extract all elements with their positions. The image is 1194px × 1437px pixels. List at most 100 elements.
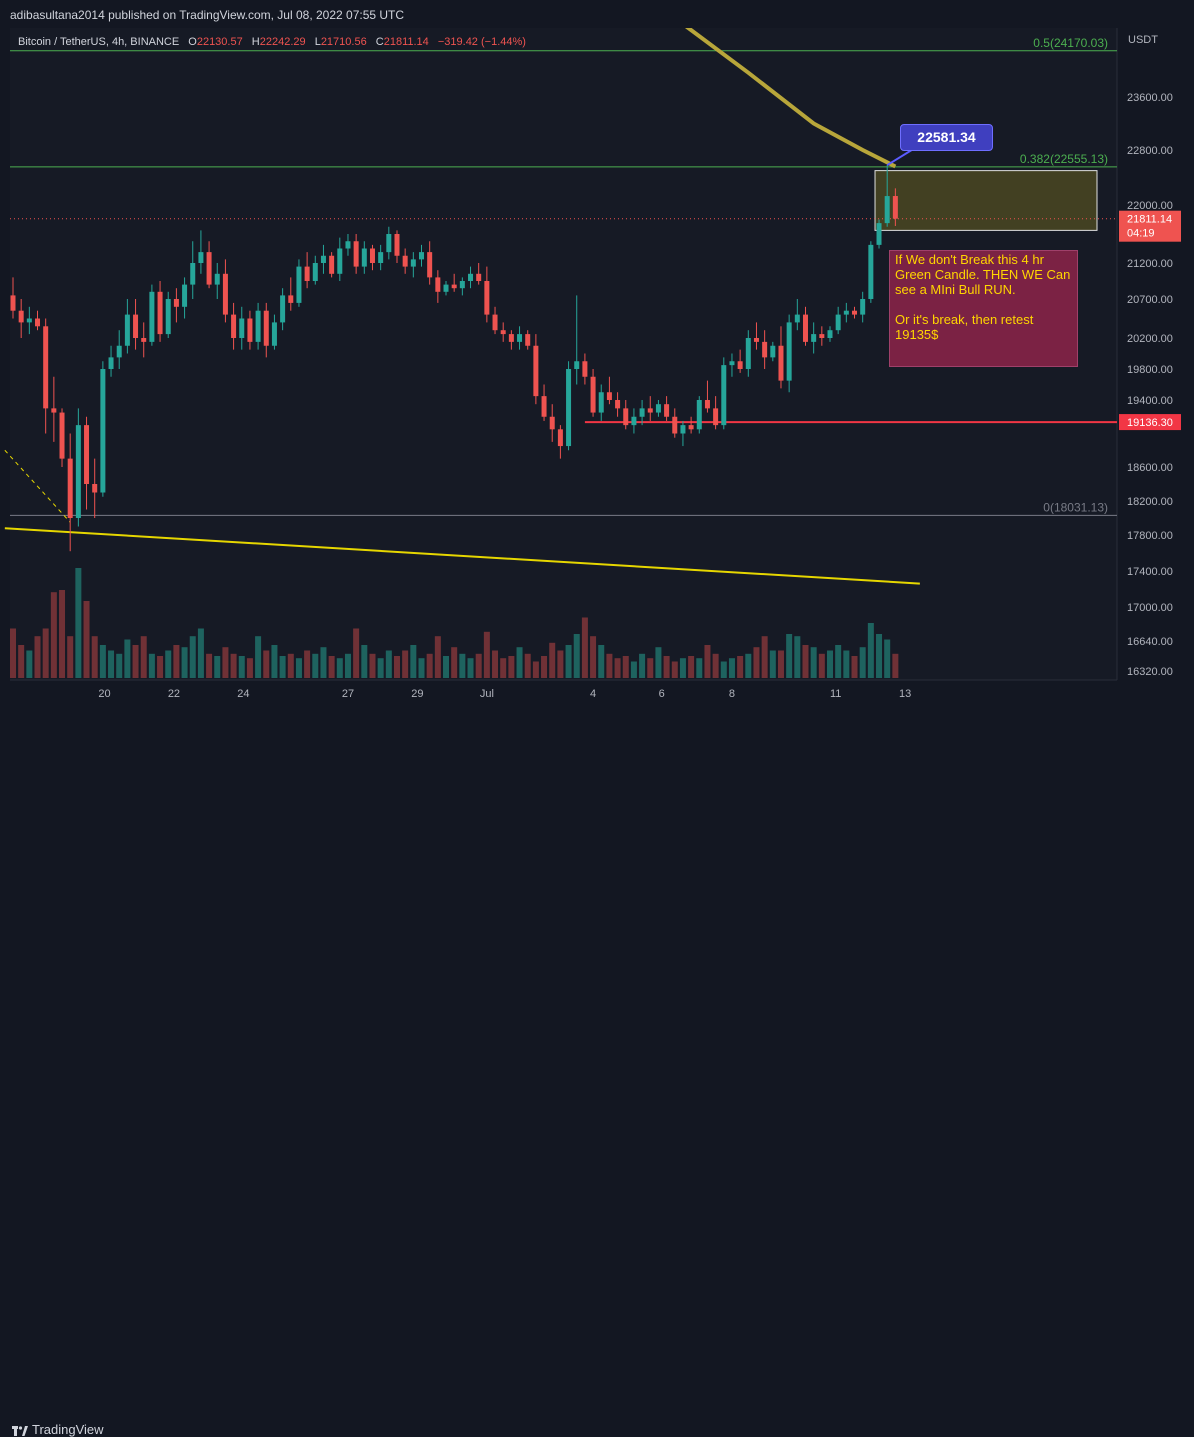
y-tick-label: 16320.00 [1127, 666, 1173, 678]
volume-bar [598, 645, 605, 678]
last-price-tag-text: 21811.14 [1127, 214, 1172, 226]
volume-bar [786, 634, 793, 678]
volume-bar [369, 653, 376, 678]
volume-bar [230, 653, 237, 678]
volume-bar [197, 628, 204, 678]
volume-bar [810, 647, 817, 678]
volume-bar [614, 658, 621, 678]
legend-open-label: O [188, 36, 197, 48]
candle-body [165, 299, 171, 335]
volume-bar [720, 661, 727, 678]
candle-body [696, 400, 702, 430]
candle-body [574, 361, 580, 369]
volume-bar [165, 650, 172, 678]
candle-body [443, 284, 449, 292]
candle-body [533, 345, 539, 397]
legend-symbol: Bitcoin / TetherUS, 4h, BINANCE [18, 36, 180, 48]
volume-bar [500, 658, 507, 678]
candle-body [222, 273, 228, 315]
candle-body [427, 252, 433, 278]
analysis-note[interactable]: If We don't Break this 4 hr Green Candle… [889, 250, 1078, 367]
candle-body [361, 248, 367, 267]
candle-body [647, 408, 653, 413]
candle-body [345, 241, 351, 249]
volume-bar [655, 647, 662, 678]
candle-body [508, 334, 514, 342]
candle-body [173, 299, 179, 307]
volume-bar [737, 656, 744, 678]
candle-body [517, 334, 523, 342]
candle-body [802, 314, 808, 342]
volume-bar [745, 653, 752, 678]
candle-body [639, 408, 645, 417]
volume-bar [443, 656, 450, 678]
x-tick-label: 27 [342, 688, 354, 700]
volume-bar [140, 636, 147, 678]
volume-bar [173, 645, 180, 678]
volume-bar [728, 658, 735, 678]
legend-high-label: H [251, 36, 260, 48]
volume-bar [83, 601, 90, 678]
tradingview-logo[interactable]: TradingView [12, 1422, 104, 1437]
candle-body [582, 361, 588, 377]
candle-body [786, 322, 792, 381]
candle-body [557, 429, 563, 447]
volume-bar [753, 647, 760, 678]
candle-body [892, 196, 898, 219]
volume-bar [26, 650, 33, 678]
candle-body [835, 314, 841, 331]
x-tick-label: 20 [98, 688, 110, 700]
candle-body [67, 458, 73, 518]
volume-bar [181, 647, 188, 678]
volume-bar [541, 656, 548, 678]
candle-body [541, 396, 547, 417]
volume-bar [606, 653, 613, 678]
volume-bar [255, 636, 262, 678]
candle-body [43, 326, 49, 409]
candle-body [876, 223, 882, 245]
footer: TradingView [0, 706, 1194, 1437]
volume-bar [418, 658, 425, 678]
y-tick-label: 18600.00 [1127, 462, 1173, 474]
legend-close-value: 21811.14 [383, 36, 429, 48]
y-tick-label: 19800.00 [1127, 364, 1173, 376]
candle-body [843, 310, 849, 315]
candle-body [149, 291, 155, 342]
candle-body [419, 252, 424, 260]
volume-bar [867, 623, 874, 678]
volume-bar [843, 650, 850, 678]
candle-body [525, 334, 531, 346]
volume-bar [876, 634, 883, 678]
x-tick-label: 11 [830, 688, 841, 700]
volume-bar [18, 645, 25, 678]
volume-bar [459, 653, 466, 678]
candle-body [386, 234, 392, 253]
candlestick-chart[interactable]: 23600.00 22800.00 22000.00 21200.00 20700.00… [0, 0, 1194, 742]
fib-label: 0.5(24170.03) [1033, 36, 1108, 50]
trendline [4, 527, 920, 585]
x-tick-label: 8 [729, 688, 735, 700]
resistance-zone [874, 170, 1098, 231]
volume-bar [148, 653, 155, 678]
volume-bar [467, 658, 474, 678]
volume-bar [483, 631, 490, 678]
volume-bar [353, 628, 360, 678]
candle-body [402, 255, 408, 267]
candle-body [868, 244, 874, 299]
x-tick-label: 6 [659, 688, 665, 700]
price-callout[interactable]: 22581.34 [900, 124, 993, 151]
candle-body [688, 425, 694, 430]
candle-body [239, 318, 245, 338]
volume-bar [124, 639, 131, 678]
candle-body [312, 263, 318, 281]
candle-body [468, 273, 474, 281]
candle-body [124, 314, 130, 346]
volume-bar [271, 645, 278, 678]
volume-bar [573, 634, 580, 678]
candle-body [394, 234, 400, 256]
publisher-text: adibasultana2014 published on TradingVie… [10, 8, 405, 22]
volume-bar [108, 650, 115, 678]
candle-body [680, 425, 686, 434]
candle-body [884, 196, 890, 224]
candle-body [729, 361, 735, 366]
